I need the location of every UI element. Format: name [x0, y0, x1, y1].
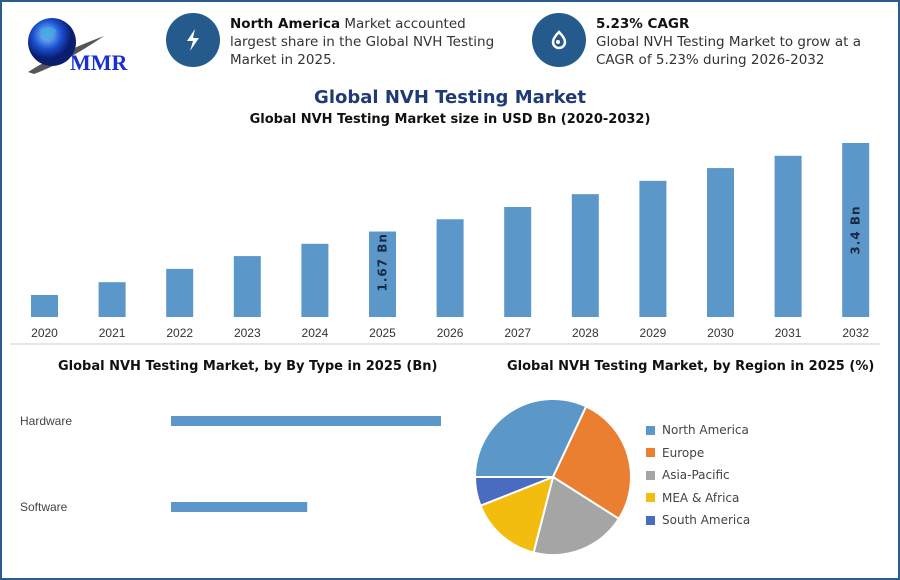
x-tick-label: 2022 — [166, 326, 193, 340]
legend-item: Asia-Pacific — [646, 464, 750, 487]
bar-2024 — [301, 243, 329, 317]
legend-label: Asia-Pacific — [662, 468, 730, 483]
x-tick-label: 2030 — [707, 326, 734, 340]
legend-swatch — [646, 493, 655, 503]
x-tick-label: 2027 — [504, 326, 531, 340]
x-tick-label: 2026 — [437, 326, 464, 340]
x-tick-label: 2031 — [775, 326, 802, 340]
legend-swatch — [646, 448, 655, 458]
kpi-text: Global NVH Testing Market to grow at a C… — [596, 34, 861, 68]
region-pie-chart — [473, 398, 632, 556]
bar-hardware — [171, 416, 441, 426]
legend-swatch — [646, 425, 655, 435]
drop-icon — [532, 13, 586, 67]
bar-2022 — [166, 268, 194, 317]
bar-2025 — [369, 231, 396, 317]
x-tick-label: 2029 — [640, 326, 667, 340]
x-tick-label: 2032 — [842, 326, 869, 340]
pie-slice-north-america — [473, 398, 588, 478]
kpi-cagr: 5.23% CAGR Global NVH Testing Market to g… — [596, 15, 886, 69]
legend-swatch — [646, 515, 655, 525]
legend-item: South America — [646, 509, 750, 532]
market-size-bar-chart: 2020 2021 2022 2023 2024 2025 1.67 Bn 2026 2027 2… — [10, 143, 880, 345]
bar-software — [171, 502, 308, 512]
category-label: Hardware — [20, 414, 72, 428]
pie-slice-south-america — [473, 476, 554, 508]
mmr-logo: MMR — [26, 14, 136, 76]
bar-2031 — [774, 155, 802, 317]
bar-2021 — [98, 282, 126, 317]
bar-2026 — [436, 219, 464, 317]
legend-label: North America — [662, 423, 749, 438]
kpi-bold: North America — [230, 16, 341, 32]
x-tick-label: 2024 — [302, 326, 329, 340]
type-chart-title: Global NVH Testing Market, by By Type in… — [58, 359, 438, 374]
legend-item: MEA & Africa — [646, 487, 750, 510]
pie-slice-europe — [551, 405, 632, 521]
bar-2020 — [31, 294, 58, 317]
category-label: Software — [20, 500, 68, 514]
x-tick-label: 2025 — [369, 326, 396, 340]
legend-label: Europe — [662, 445, 705, 460]
kpi-north-america: North America Market accounted largest s… — [230, 15, 500, 69]
lightning-icon — [166, 13, 220, 67]
pie-legend: North America Europe Asia-Pacific MEA & Afr… — [646, 419, 750, 532]
kpi-bold: 5.23% CAGR — [596, 16, 690, 32]
chart-subtitle: Global NVH Testing Market size in USD Bn… — [249, 112, 651, 127]
x-tick-label: 2020 — [31, 326, 58, 340]
type-bar-chart: Hardware Software — [20, 414, 441, 514]
bar-2029 — [639, 180, 667, 317]
bar-2028 — [571, 194, 599, 317]
pie-slice-asia-pacific — [532, 475, 621, 556]
x-tick-label: 2028 — [572, 326, 599, 340]
bar-2027 — [504, 206, 532, 317]
data-label: 1.67 Bn — [376, 233, 390, 291]
legend-label: South America — [662, 513, 751, 528]
page-title: Global NVH Testing Market — [314, 87, 586, 108]
legend-swatch — [646, 470, 655, 480]
region-chart-title: Global NVH Testing Market, by Region in … — [507, 359, 875, 374]
data-label: 3.4 Bn — [849, 205, 863, 254]
legend-item: Europe — [646, 442, 750, 465]
bar-2030 — [707, 168, 734, 317]
kpi-text: Market accounted largest share in the Gl… — [230, 16, 495, 68]
x-tick-label: 2021 — [99, 326, 126, 340]
svg-text:MMR: MMR — [70, 50, 129, 75]
bar-2032 — [842, 143, 870, 317]
x-tick-label: 2023 — [234, 326, 261, 340]
bar-2023 — [233, 256, 261, 317]
legend-item: North America — [646, 419, 750, 442]
legend-label: MEA & Africa — [662, 490, 740, 505]
pie-slice-mea-africa — [479, 475, 555, 554]
